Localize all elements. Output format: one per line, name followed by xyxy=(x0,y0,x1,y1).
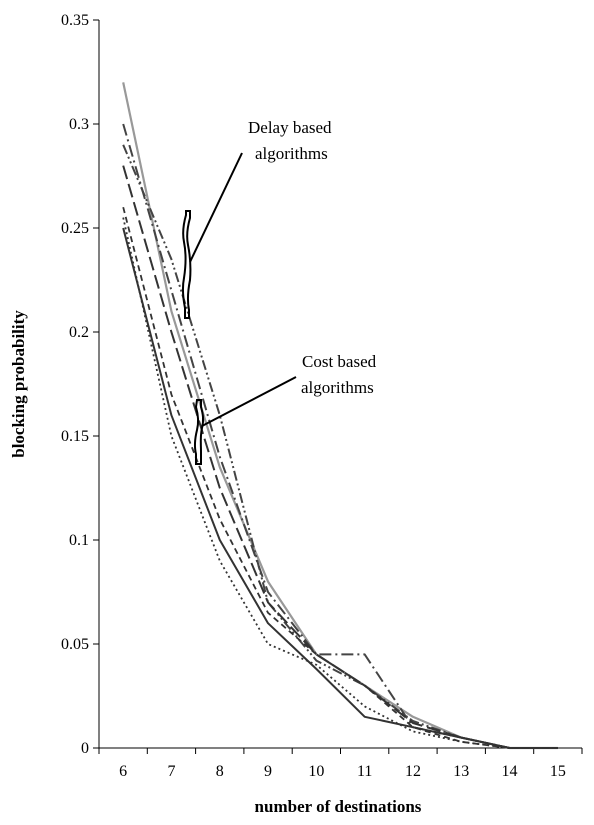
x-tick-label: 12 xyxy=(405,763,421,780)
x-tick-label: 15 xyxy=(550,763,566,780)
y-tick-label: 0.25 xyxy=(61,220,89,237)
x-tick-label: 14 xyxy=(502,763,518,780)
y-tick-label: 0.1 xyxy=(69,532,89,549)
y-tick-label: 0.05 xyxy=(61,636,89,653)
x-tick-label: 11 xyxy=(357,763,372,780)
series-line-dotted xyxy=(122,217,558,749)
delay-label-line-2: algorithms xyxy=(255,144,328,163)
delay-pointer-line xyxy=(189,152,243,263)
series-group xyxy=(122,82,558,750)
y-tick-label: 0.3 xyxy=(69,116,89,133)
cost-label-line-1: Cost based xyxy=(302,352,377,371)
cost-bracket-shape xyxy=(193,399,205,465)
series-line-solid-gray xyxy=(122,82,558,750)
y-tick-label: 0 xyxy=(81,740,89,757)
x-tick-label: 13 xyxy=(453,763,469,780)
annotations: Delay based algorithms Cost based algori… xyxy=(181,118,377,465)
delay-label-line-1: Delay based xyxy=(248,118,332,137)
ticks xyxy=(93,19,583,754)
cost-pointer-line xyxy=(201,376,297,427)
x-tick-label: 9 xyxy=(264,763,272,780)
delay-bracket-shape xyxy=(181,210,192,319)
y-axis-title: blocking probability xyxy=(9,310,28,458)
tick-labels: 0 0.05 0.1 0.15 0.2 0.25 0.3 0.35 6 7 8 9 10 11 12 13 14… xyxy=(61,12,566,780)
x-tick-label: 8 xyxy=(216,763,224,780)
series-line-dash-dot-dot xyxy=(122,144,558,749)
y-tick-label: 0.35 xyxy=(61,12,89,29)
x-axis-title: number of destinations xyxy=(255,797,422,816)
cost-label-line-2: algorithms xyxy=(301,378,374,397)
series-line-solid-dark xyxy=(122,227,558,749)
x-tick-label: 10 xyxy=(308,763,324,780)
x-tick-label: 7 xyxy=(167,763,175,780)
y-tick-label: 0.15 xyxy=(61,428,89,445)
x-tick-label: 6 xyxy=(119,763,127,780)
series-line-dash-dot xyxy=(122,123,558,749)
y-tick-label: 0.2 xyxy=(69,324,89,341)
